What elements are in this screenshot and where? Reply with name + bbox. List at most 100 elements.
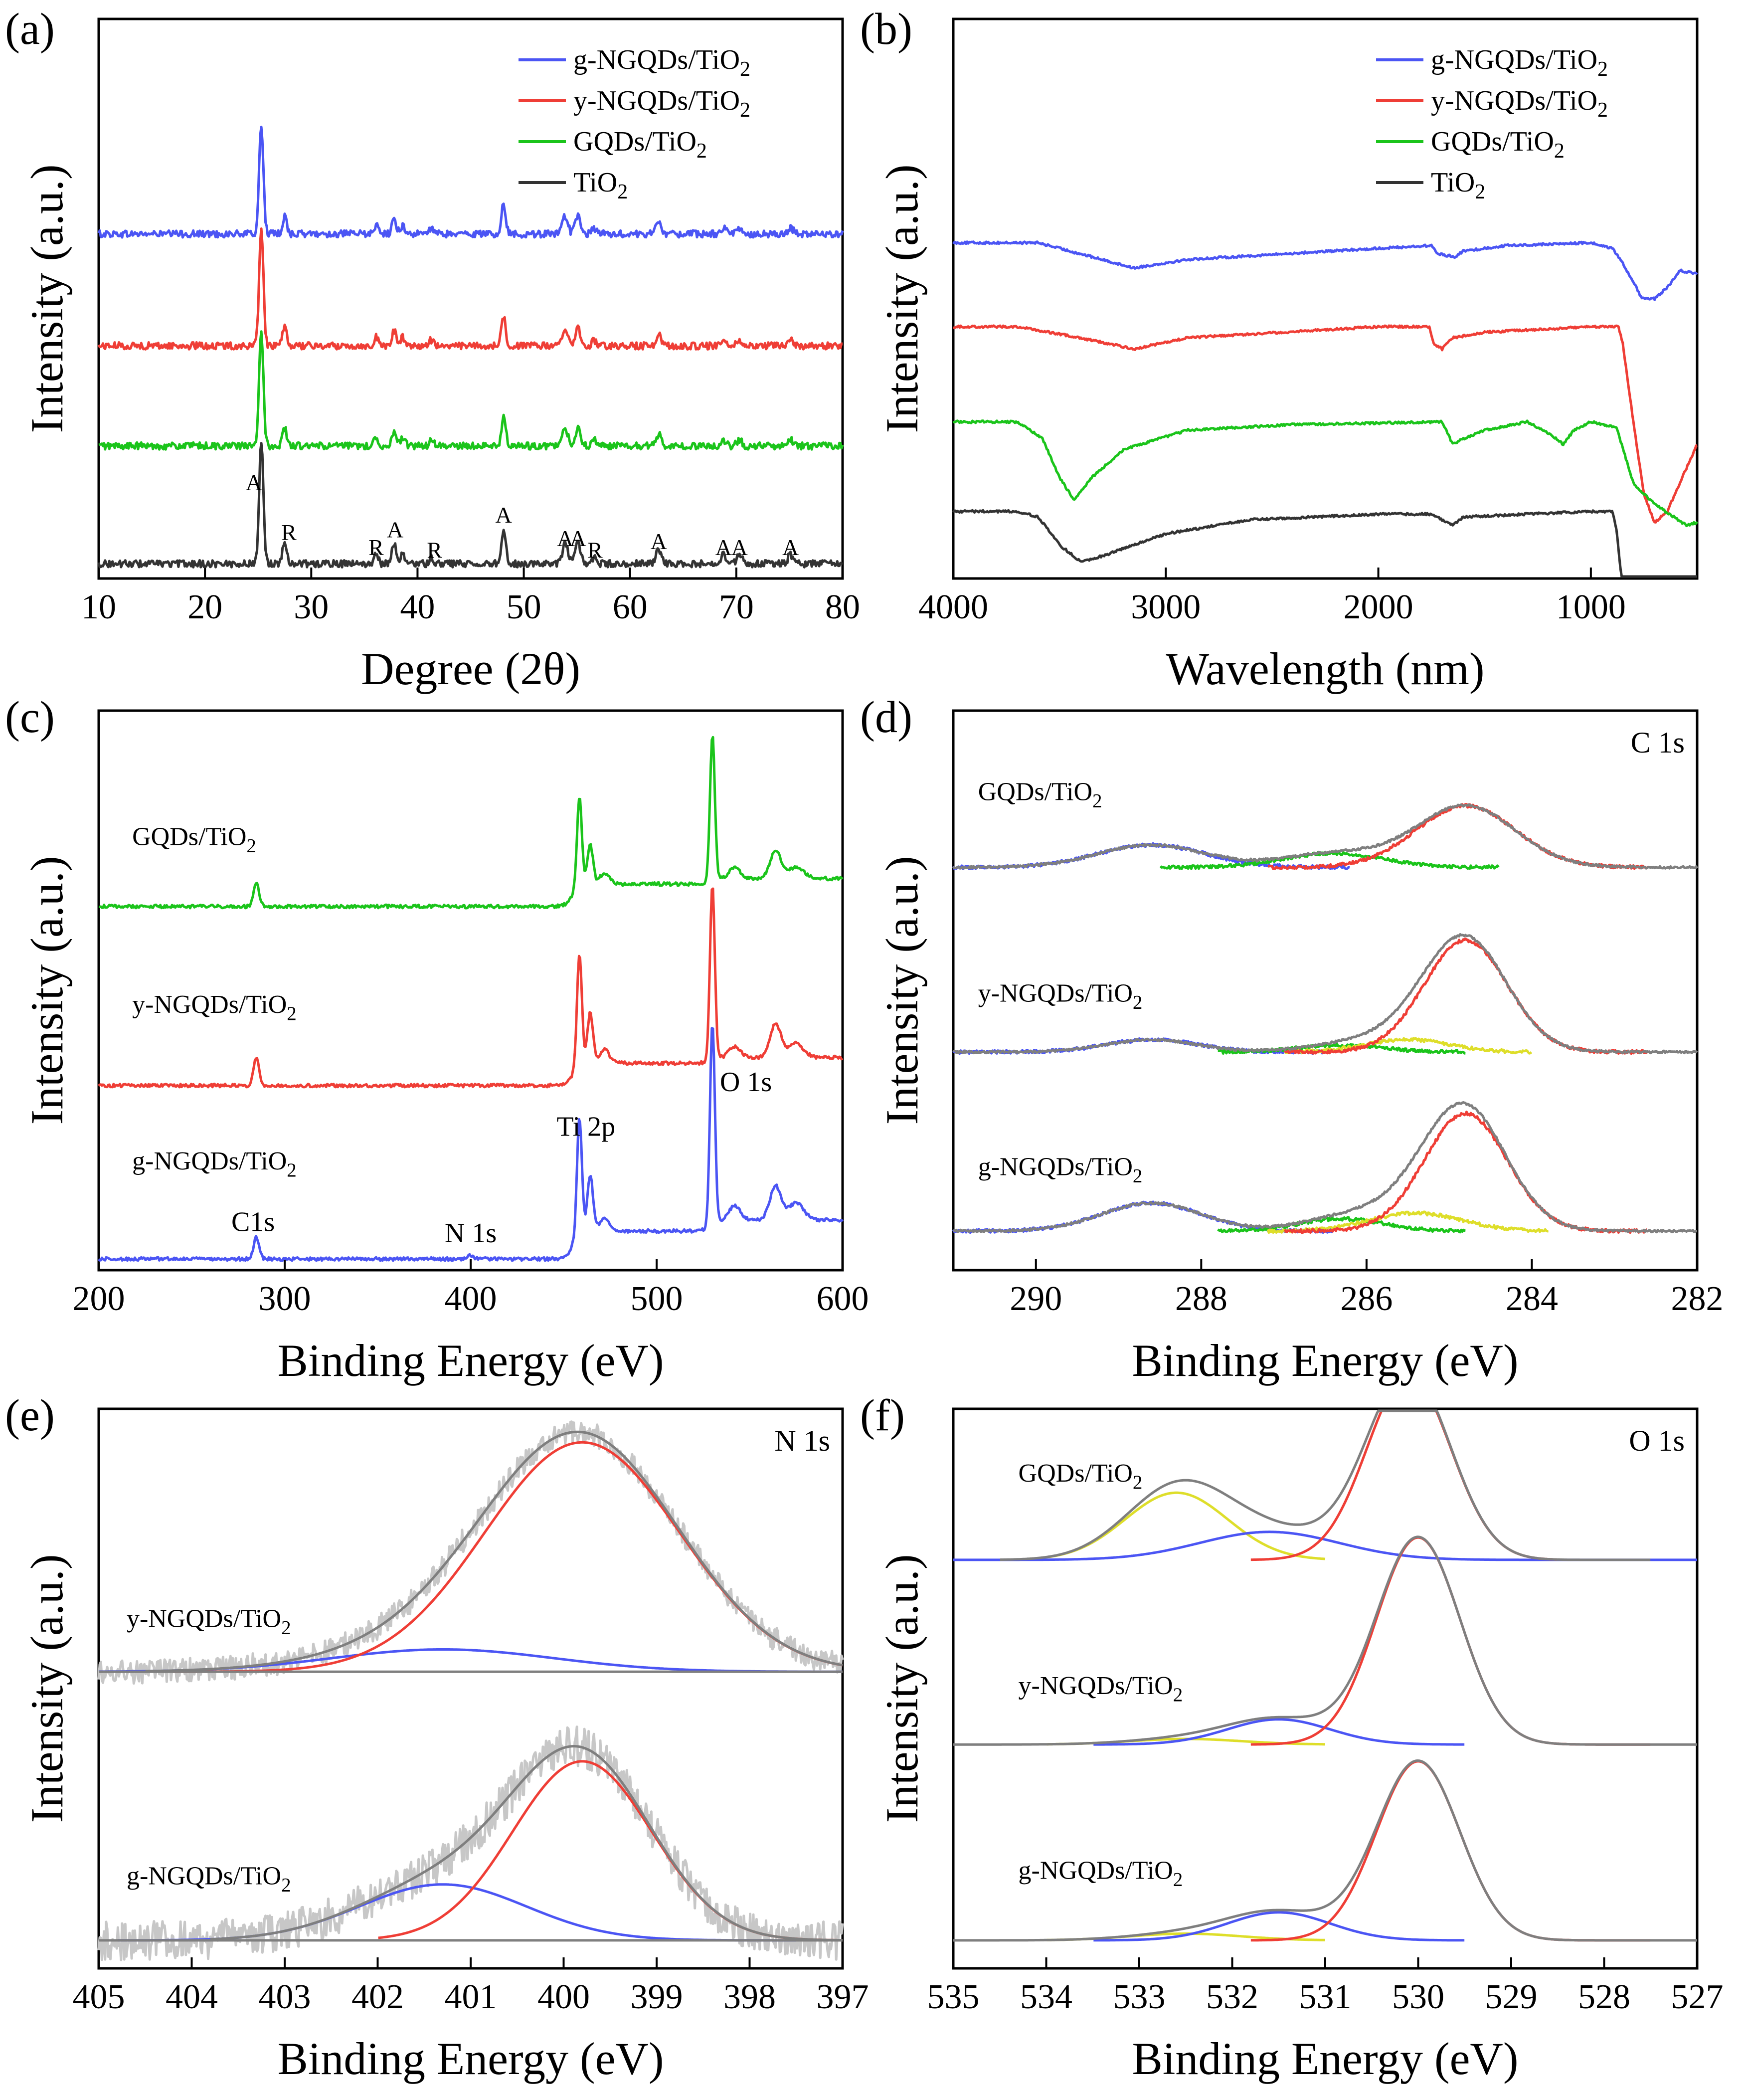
panel-b-x-axis-label: Wavelength (nm) [1166,643,1485,694]
panel-f-annotations: GQDs/TiO2 y-NGQDs/TiO2 g-NGQDs/TiO2 [1019,1459,1183,1891]
panel-b-x-tick-label-2: 2000 [1344,588,1413,626]
panel-c-series-y-ngqds-tio2 [98,887,844,1089]
panel-e-annotations: y-NGQDs/TiO2 g-NGQDs/TiO2 [127,1605,291,1896]
panel-c-annotation-2: Ti 2p [556,1112,615,1143]
panel-e-label: (e) [5,1391,55,1440]
panel-d-series-g-ngqds-tio2-c1s-fit-286-3 [1217,1216,1466,1234]
panel-d-series-label-1: y-NGQDs/TiO2 [978,979,1143,1013]
panel-e-y-axis-label: Intensity (a.u.) [21,1554,72,1823]
panel-c-label: (c) [5,693,55,742]
panel-a-annotation-9: A [651,529,667,554]
panel-d-y-axis-label: Intensity (a.u.) [876,856,927,1125]
panel-a-x-tick-label-5: 60 [613,588,648,626]
panel-b-series [952,240,1699,578]
panel-d-x-tick-label-4: 282 [1671,1280,1724,1318]
panel-b-legend-label-2: GQDs/TiO2 [1431,126,1565,163]
panel-e-series [97,1420,844,1961]
panel-a-frame [97,17,844,580]
panel-b-legend-label-0: g-NGQDs/TiO2 [1431,44,1608,81]
panel-a-x-tick-label-6: 70 [719,588,754,626]
panel-e-x-tick-label-6: 399 [631,1978,683,2016]
panel-a-x-tick-label-3: 40 [400,588,435,626]
panel-a-label: (a) [5,4,55,54]
panel-b-x-tick-label-0: 4000 [918,588,988,626]
panel-f-series-g-ngqds-tio2-o1s-fit-531-5 [1093,1911,1465,1942]
panel-a-annotation-12: A [782,535,799,560]
panel-d-series-y-ngqds-tio2-c1s-fit-285-5 [1283,1037,1533,1055]
panel-d: (d) 290 288 286 284 282 GQDs/TiO2 y-NGQDs/TiO… [860,693,1724,1386]
panel-f-series-y-ngqds-tio2-o1s-fit-531-5 [1093,1718,1465,1746]
panel-e-series-label-0: y-NGQDs/TiO2 [127,1605,291,1639]
panel-e-series-g-ngqds-tio2-n1s-envelope [210,1745,843,1942]
panel-d-series-label-2: g-NGQDs/TiO2 [978,1152,1143,1186]
panel-f-series-label-1: y-NGQDs/TiO2 [1019,1672,1183,1706]
panel-b-legend: g-NGQDs/TiO2 y-NGQDs/TiO2 GQDs/TiO2 TiO2 [1376,44,1608,203]
panel-b-legend-label-3: TiO2 [1431,167,1485,203]
panel-b-series-gqds-tio2 [952,419,1699,528]
panel-c-x-ticks: 200 300 400 500 600 [73,1259,869,1318]
panel-e-x-ticks: 405 404 403 402 401 400 399 398 397 [73,1957,869,2016]
panel-a-annotation-5: A [495,502,512,528]
panel-f-x-tick-label-6: 529 [1485,1978,1538,2016]
panel-f-x-tick-label-8: 527 [1671,1978,1724,2016]
panel-b-x-tick-label-1: 3000 [1131,588,1201,626]
panel-c-annotations: C1s N 1s Ti 2p O 1s GQDs/TiO2 y-NGQDs/TiO2 g-N… [132,822,772,1249]
panel-a-annotation-2: R [368,535,384,560]
panel-a-annotation-7: A [570,526,586,551]
panel-a-annotation-6: A [557,526,573,551]
panel-c-x-tick-label-4: 600 [817,1280,869,1318]
panel-e-series-y-ngqds-tio2-n1s-envelope [145,1430,843,1673]
panel-a-legend-label-0: g-NGQDs/TiO2 [573,44,750,81]
panel-a-series [97,126,844,569]
panel-a-annotation-10: A [715,535,732,560]
panel-c-series-gqds-tio2 [98,736,844,910]
panel-f-series-label-2: g-NGQDs/TiO2 [1019,1856,1183,1890]
panel-a-x-axis-label: Degree (2θ) [361,643,580,694]
panel-e-series-y-ngqds-tio2-n1s-raw [97,1420,844,1685]
panel-e-x-tick-label-5: 400 [537,1978,590,2016]
panel-e-x-axis-label: Binding Energy (eV) [277,2033,664,2084]
panel-e-x-tick-label-1: 404 [166,1978,218,2016]
panel-f-series-y-ngqds-tio2-o1s-envelope [953,1535,1698,1746]
panel-f-series-g-ngqds-tio2-o1s-envelope [953,1759,1698,1942]
panel-f-y-axis-label: Intensity (a.u.) [876,1554,927,1823]
panel-c-x-axis-label: Binding Energy (eV) [277,1335,664,1386]
panel-c-series-label-2: g-NGQDs/TiO2 [132,1147,297,1181]
panel-a-annotation-8: R [587,538,603,563]
panel-f-label: (f) [860,1391,905,1440]
panel-f-x-tick-label-7: 528 [1578,1978,1630,2016]
panel-e-x-tick-label-3: 402 [351,1978,404,2016]
panel-f: (f) 535 534 533 532 531 530 529 528 527 GQDs/TiO… [860,1391,1724,2084]
panel-e-x-tick-label-7: 398 [723,1978,776,2016]
panel-a-annotation-0: A [246,470,262,495]
panel-d-series-g-ngqds-tio2-c1s-envelope [952,1101,1698,1234]
panel-f-series-label-0: GQDs/TiO2 [1019,1459,1143,1493]
panel-e: (e) 405 404 403 402 401 400 399 398 397 y-NGQDs/… [5,1391,869,2084]
panel-d-label: (d) [860,693,912,742]
panel-b-series-y-ngqds-tio2 [953,324,1698,524]
panel-a-x-ticks: 10 20 30 40 50 60 70 80 [81,568,860,626]
panel-e-x-tick-label-2: 403 [259,1978,311,2016]
panel-a-annotation-11: A [731,535,748,560]
panel-f-series-gqds-tio2-o1s-envelope [1000,1409,1651,1561]
panel-d-series-gqds-tio2-c1s-envelope [952,803,1699,870]
panel-a-legend: g-NGQDs/TiO2 y-NGQDs/TiO2 GQDs/TiO2 TiO2 [519,44,750,203]
panel-a-series-y-ngqds-tio2 [97,227,843,351]
panel-a-legend-label-1: y-NGQDs/TiO2 [573,85,750,122]
panel-b-legend-label-1: y-NGQDs/TiO2 [1431,85,1608,122]
panel-e-series-g-ngqds-tio2-n1s-raw [97,1725,844,1961]
panel-d-corner-label: C 1s [1631,726,1685,759]
panel-d-series [952,803,1699,1234]
panel-c-annotation-1: N 1s [445,1218,497,1249]
panel-a-annotation-4: R [427,538,442,563]
panel-d-x-tick-label-2: 286 [1340,1280,1393,1318]
panel-f-x-tick-label-1: 534 [1020,1978,1072,2016]
panel-e-x-tick-label-8: 397 [817,1978,869,2016]
panel-a-x-tick-label-2: 30 [294,588,329,626]
panel-e-series-label-1: g-NGQDs/TiO2 [127,1862,291,1896]
panel-f-x-tick-label-5: 530 [1392,1978,1444,2016]
panel-b-label: (b) [860,4,912,54]
